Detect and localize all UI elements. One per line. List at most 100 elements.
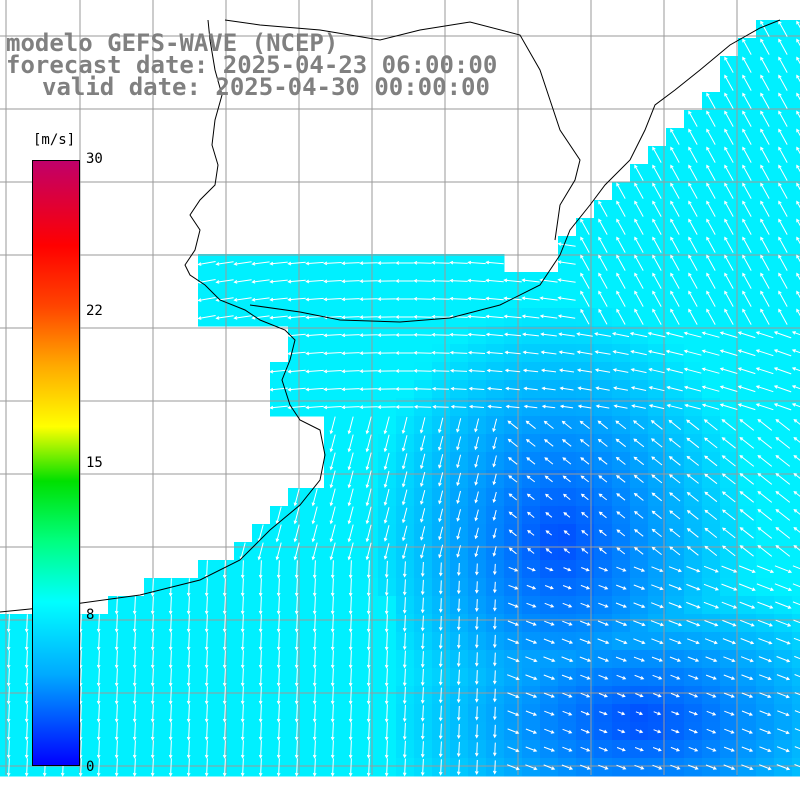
wind-arrow <box>522 368 539 373</box>
wind-arrow <box>413 350 432 355</box>
wind-arrow <box>215 315 234 320</box>
wind-arrow <box>276 686 281 705</box>
wind-arrow <box>742 254 752 271</box>
wind-arrow <box>704 620 719 627</box>
wind-arrow <box>686 566 701 573</box>
wind-arrow <box>670 308 680 325</box>
wind-arrow <box>688 290 698 307</box>
wind-arrow <box>486 350 503 355</box>
wind-arrow <box>341 261 360 266</box>
coast-line <box>249 19 781 323</box>
wind-arrow <box>540 368 557 373</box>
wind-arrow <box>204 614 209 633</box>
wind-arrow <box>557 278 576 283</box>
wind-arrow <box>796 254 800 263</box>
wind-arrow <box>706 164 716 181</box>
wind-arrow <box>739 491 755 503</box>
wind-arrow <box>760 74 770 91</box>
wind-arrow <box>634 308 644 325</box>
wind-arrow <box>366 632 371 651</box>
wind-cell <box>792 110 800 129</box>
wind-arrow <box>721 545 736 557</box>
wind-arrow <box>240 704 245 723</box>
wind-arrow <box>757 454 773 467</box>
wind-arrow <box>616 308 626 325</box>
wind-arrow <box>312 578 317 597</box>
wind-cell <box>792 56 800 75</box>
wind-arrow <box>438 544 444 559</box>
wind-arrow <box>670 128 680 145</box>
wind-arrow <box>420 615 425 632</box>
wind-arrow <box>703 601 720 609</box>
colorbar-tick-30: 30 <box>86 151 103 167</box>
wind-arrow <box>757 472 773 485</box>
wind-arrow <box>6 632 11 651</box>
wind-arrow <box>760 164 770 181</box>
wind-arrow <box>294 704 299 723</box>
wind-arrow <box>579 638 592 644</box>
wind-arrow <box>456 527 461 540</box>
wind-arrow <box>377 333 396 337</box>
wind-arrow <box>456 418 462 433</box>
wind-arrow <box>683 385 702 392</box>
wind-arrow <box>486 386 503 391</box>
wind-arrow <box>431 278 450 283</box>
wind-arrow <box>438 472 444 487</box>
wind-arrow <box>760 92 770 109</box>
wind-arrow <box>721 473 736 485</box>
wind-arrow <box>168 722 173 741</box>
wind-arrow <box>723 656 736 663</box>
wind-arrow <box>760 110 770 127</box>
wind-arrow <box>474 742 479 757</box>
wind-arrow <box>561 764 574 770</box>
wind-arrow <box>474 527 479 540</box>
wind-arrow <box>456 509 461 522</box>
wind-arrow <box>114 722 119 741</box>
wind-cell <box>792 506 800 525</box>
wind-arrow <box>757 619 773 627</box>
wind-arrow <box>759 692 772 698</box>
wind-arrow <box>305 387 324 392</box>
wind-arrow <box>197 261 216 266</box>
wind-arrow <box>329 434 336 453</box>
wind-arrow <box>581 547 589 554</box>
wind-cell <box>792 308 800 327</box>
wind-arrow <box>777 728 790 735</box>
wind-arrow <box>775 418 791 431</box>
wind-arrow <box>791 403 800 408</box>
wind-arrow <box>653 693 662 698</box>
wind-arrow <box>365 416 372 435</box>
wind-arrow <box>402 686 407 705</box>
wind-arrow <box>383 543 390 560</box>
wind-vectors <box>6 20 800 777</box>
wind-arrow <box>258 740 263 759</box>
wind-arrow <box>562 620 573 626</box>
wind-arrow <box>359 405 378 410</box>
wind-arrow <box>114 614 119 633</box>
wind-arrow <box>742 146 752 163</box>
wind-arrow <box>312 704 317 723</box>
wind-arrow <box>492 599 497 612</box>
wind-arrow <box>724 56 734 73</box>
wind-arrow <box>760 200 770 217</box>
wind-arrow <box>474 454 479 468</box>
wind-arrow <box>598 493 608 501</box>
wind-arrow <box>456 454 462 469</box>
wind-arrow <box>796 308 800 317</box>
wind-arrow <box>704 509 718 520</box>
wind-arrow <box>792 601 800 606</box>
wind-arrow <box>150 686 155 705</box>
wind-arrow <box>401 471 408 488</box>
wind-arrow <box>668 419 682 430</box>
wind-arrow <box>721 437 736 449</box>
wind-arrow <box>507 674 520 681</box>
wind-arrow <box>294 632 299 651</box>
wind-arrow <box>701 403 720 410</box>
wind-arrow <box>705 764 717 770</box>
wind-arrow <box>633 547 644 555</box>
wind-arrow <box>438 759 443 776</box>
wind-arrow <box>525 674 538 680</box>
wind-arrow <box>377 351 396 355</box>
wind-arrow <box>719 331 738 338</box>
wind-arrow <box>96 650 101 669</box>
